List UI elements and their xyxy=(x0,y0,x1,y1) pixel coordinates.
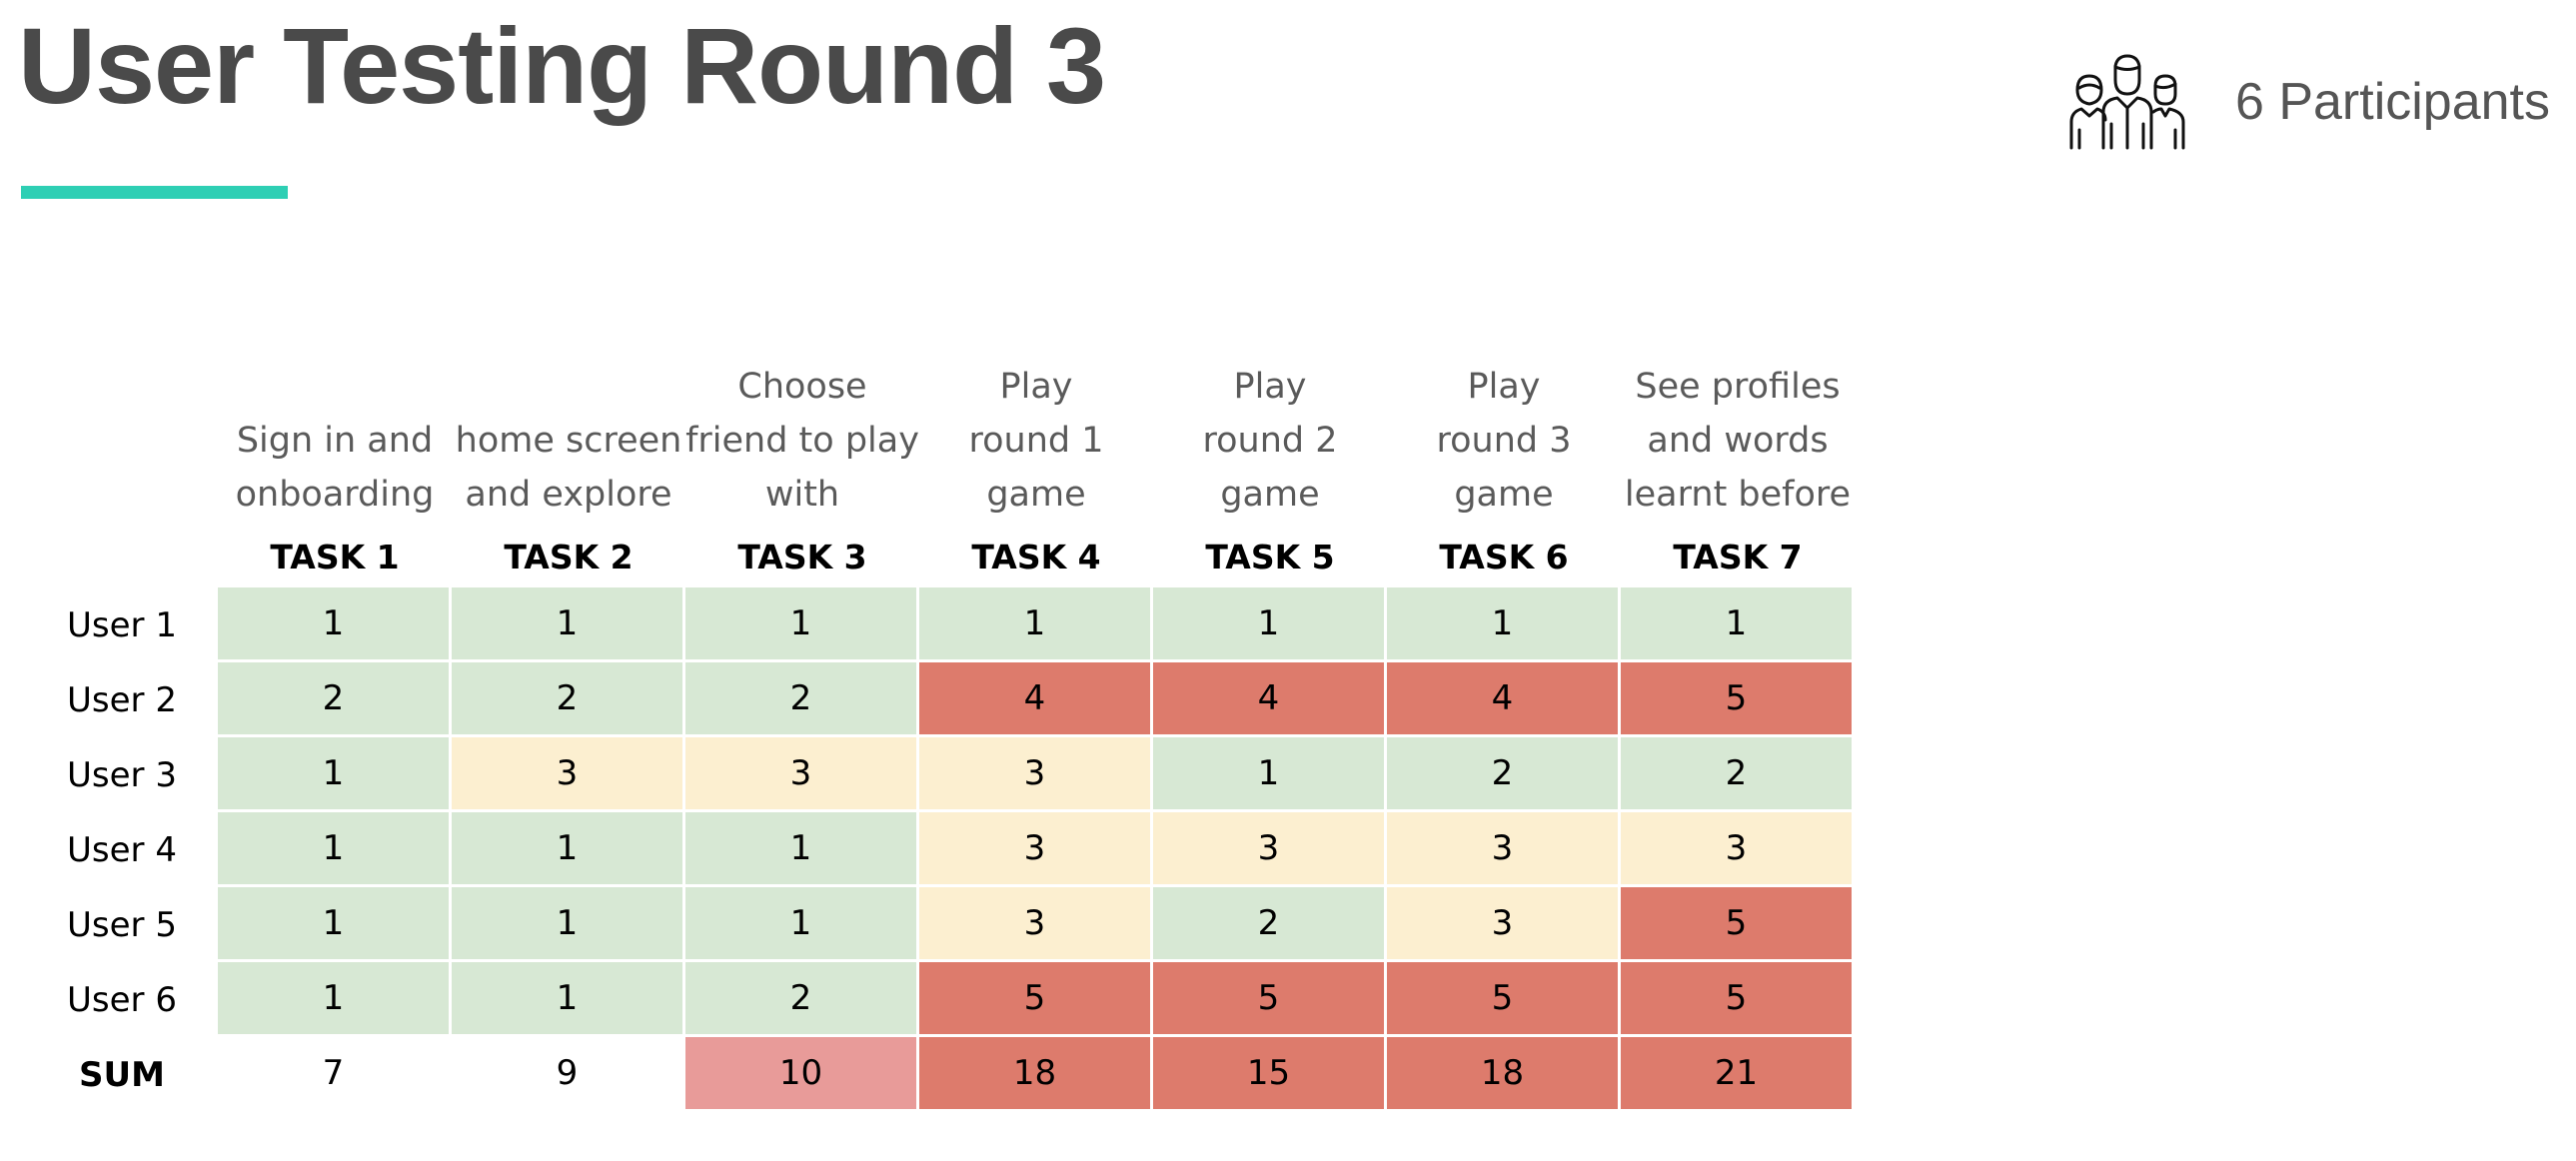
row-label: User 5 xyxy=(67,904,177,945)
score-cell: 1 xyxy=(218,962,452,1037)
score-cell: 2 xyxy=(452,662,685,737)
sum-cell: 18 xyxy=(919,1037,1153,1112)
score-cell: 1 xyxy=(218,812,452,887)
table-corner-empty xyxy=(26,526,218,587)
score-cell: 2 xyxy=(1621,737,1855,812)
score-cell: 5 xyxy=(1153,962,1387,1037)
score-cell: 1 xyxy=(452,587,685,662)
row-label: User 2 xyxy=(67,679,177,720)
page-title: User Testing Round 3 xyxy=(18,5,1106,126)
task-description-1: Sign in and onboarding xyxy=(235,421,435,515)
score-cell: 2 xyxy=(685,962,919,1037)
row-label: User 6 xyxy=(67,979,177,1020)
table-corner-empty xyxy=(26,332,218,526)
score-cell: 3 xyxy=(685,737,919,812)
score-cell: 1 xyxy=(1621,587,1855,662)
row-label: User 3 xyxy=(67,754,177,795)
sum-label: SUM xyxy=(79,1054,165,1095)
task-header-6: TASK 6 xyxy=(1439,537,1569,577)
score-cell: 1 xyxy=(1153,737,1387,812)
score-cell: 5 xyxy=(1621,887,1855,962)
task-description-4: Play round 1 game xyxy=(968,367,1104,515)
score-cell: 3 xyxy=(919,887,1153,962)
score-cell: 3 xyxy=(919,812,1153,887)
score-cell: 1 xyxy=(452,962,685,1037)
task-header-1: TASK 1 xyxy=(270,537,400,577)
score-cell: 1 xyxy=(685,812,919,887)
task-description-7: See profiles and words learnt before xyxy=(1624,367,1852,515)
task-header-7: TASK 7 xyxy=(1673,537,1803,577)
score-cell: 3 xyxy=(1621,812,1855,887)
task-description-2: home screen and explore xyxy=(455,421,682,515)
task-results-table: Sign in and onboarding home screen and ex… xyxy=(26,332,1855,1112)
score-cell: 1 xyxy=(685,887,919,962)
score-cell: 2 xyxy=(218,662,452,737)
score-cell: 1 xyxy=(919,587,1153,662)
participants-summary: 6 Participants xyxy=(2067,52,2550,152)
group-of-people-icon xyxy=(2069,54,2185,150)
score-cell: 5 xyxy=(1621,962,1855,1037)
score-cell: 5 xyxy=(1621,662,1855,737)
row-label: User 1 xyxy=(67,604,177,645)
score-cell: 3 xyxy=(1387,812,1621,887)
score-cell: 1 xyxy=(452,812,685,887)
task-description-6: Play round 3 game xyxy=(1436,367,1572,515)
sum-cell: 7 xyxy=(218,1037,452,1112)
task-header-2: TASK 2 xyxy=(504,537,634,577)
score-cell: 1 xyxy=(218,587,452,662)
score-cell: 1 xyxy=(218,887,452,962)
sum-cell: 18 xyxy=(1387,1037,1621,1112)
sum-cell: 10 xyxy=(685,1037,919,1112)
title-accent-bar xyxy=(21,186,288,199)
score-cell: 1 xyxy=(1387,587,1621,662)
score-cell: 3 xyxy=(919,737,1153,812)
score-cell: 5 xyxy=(919,962,1153,1037)
score-cell: 2 xyxy=(685,662,919,737)
task-description-3: Choose friend to play with xyxy=(685,367,919,515)
participants-count: 6 Participants xyxy=(2234,73,2550,131)
score-cell: 1 xyxy=(685,587,919,662)
score-cell: 3 xyxy=(452,737,685,812)
sum-cell: 21 xyxy=(1621,1037,1855,1112)
score-cell: 3 xyxy=(1153,812,1387,887)
score-cell: 1 xyxy=(218,737,452,812)
task-header-5: TASK 5 xyxy=(1205,537,1335,577)
score-cell: 1 xyxy=(452,887,685,962)
score-cell: 2 xyxy=(1387,737,1621,812)
score-cell: 4 xyxy=(1153,662,1387,737)
score-cell: 4 xyxy=(919,662,1153,737)
score-cell: 1 xyxy=(1153,587,1387,662)
score-cell: 2 xyxy=(1153,887,1387,962)
task-description-5: Play round 2 game xyxy=(1202,367,1338,515)
score-cell: 4 xyxy=(1387,662,1621,737)
task-header-3: TASK 3 xyxy=(737,537,867,577)
sum-cell: 15 xyxy=(1153,1037,1387,1112)
score-cell: 3 xyxy=(1387,887,1621,962)
sum-cell: 9 xyxy=(452,1037,685,1112)
score-cell: 5 xyxy=(1387,962,1621,1037)
task-header-4: TASK 4 xyxy=(971,537,1101,577)
row-label: User 4 xyxy=(67,829,177,870)
